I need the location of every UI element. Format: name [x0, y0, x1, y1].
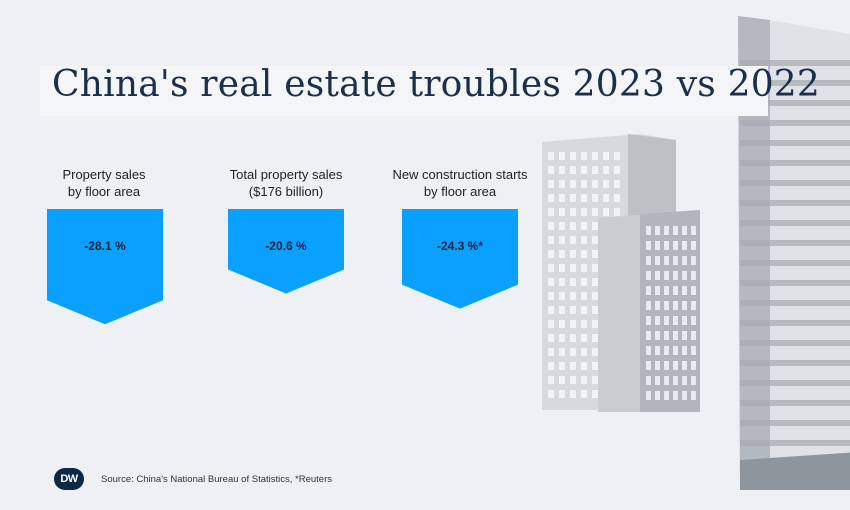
category-label-line1: Total property sales: [229, 167, 343, 182]
title-band: [40, 66, 768, 116]
dw-logo: DW: [54, 468, 84, 490]
category-label-line1: New construction starts: [392, 167, 528, 182]
bar: [402, 209, 518, 309]
category-label-line1: Property sales: [62, 167, 146, 182]
category-label: Total property sales ($176 billion): [211, 166, 361, 200]
category-label-line2: by floor area: [423, 184, 497, 199]
category-label-line2: ($176 billion): [248, 184, 324, 199]
bar: [47, 209, 163, 325]
bar-value-label: -24.3 %*: [437, 239, 483, 253]
bar-value-label: -28.1 %: [84, 239, 126, 253]
source-note: Source: China's National Bureau of Stati…: [101, 474, 332, 485]
page-title: China's real estate troubles 2023 vs 202…: [52, 64, 821, 105]
bar: [228, 209, 344, 294]
bar-value-label: -20.6 %: [265, 239, 307, 253]
category-label: New construction starts by floor area: [385, 166, 535, 200]
category-label-line2: by floor area: [67, 184, 141, 199]
category-label: Property sales by floor area: [29, 166, 179, 200]
